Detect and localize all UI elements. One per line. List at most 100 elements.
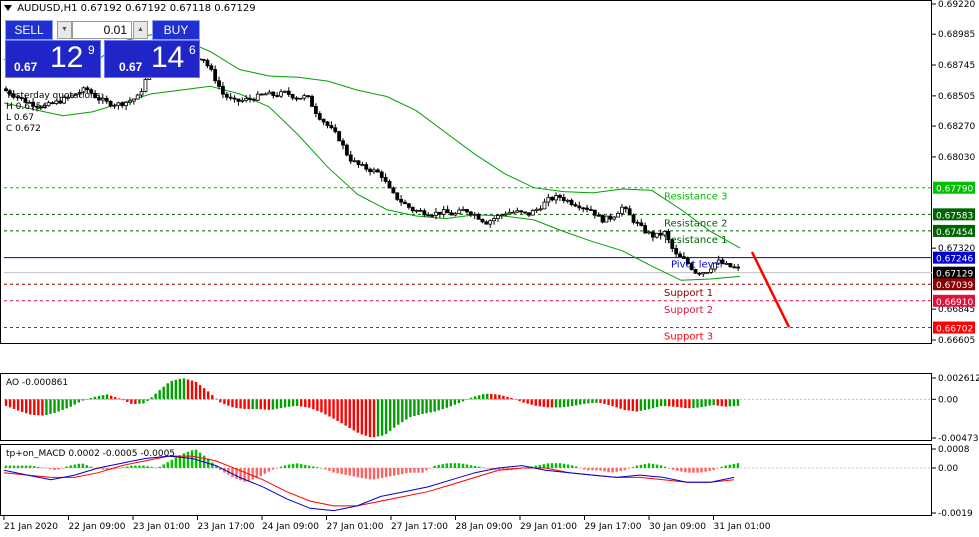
- ao-bar: [619, 399, 622, 409]
- ao-bar: [724, 399, 728, 407]
- candle-body: [325, 121, 330, 126]
- ao-bar: [635, 399, 639, 412]
- y-tick-label: 0.68505: [938, 92, 975, 102]
- macd-hist-bar: [97, 467, 101, 469]
- macd-hist-bar: [20, 465, 24, 468]
- macd-tick-label: 0.00: [938, 464, 958, 474]
- buy-button[interactable]: BUY: [152, 20, 200, 40]
- macd-hist-bar: [619, 467, 622, 472]
- candle-body: [596, 214, 601, 217]
- macd-hist-bar: [696, 467, 699, 473]
- x-tick-label: 29 Jan 01:00: [520, 522, 577, 532]
- macd-hist-bar: [603, 467, 606, 472]
- candle-body: [294, 97, 299, 100]
- candle-body: [252, 98, 256, 101]
- macd-hist-bar: [595, 467, 598, 471]
- ao-bar: [275, 399, 279, 409]
- macd-hist-bar: [300, 464, 303, 468]
- lot-increase-button[interactable]: ▲: [133, 21, 148, 39]
- ao-bar: [728, 399, 732, 407]
- ao-bar: [247, 399, 250, 410]
- level-value: 0.67039: [936, 281, 973, 291]
- candle-body: [681, 256, 686, 259]
- candle-body: [108, 100, 113, 107]
- ao-panel[interactable]: [0, 373, 932, 441]
- macd-hist-bar: [142, 465, 145, 468]
- ao-bar: [194, 381, 198, 400]
- ao-bar: [676, 399, 679, 407]
- macd-label: tp+on_MACD 0.0002 -0.0005 -0.0005: [6, 449, 176, 459]
- lot-size-input[interactable]: 0.01: [72, 21, 132, 39]
- ao-bar: [255, 399, 258, 410]
- x-tick-label: 24 Jan 09:00: [262, 522, 319, 532]
- ao-bar: [25, 399, 28, 414]
- macd-hist-bar: [328, 467, 331, 471]
- macd-hist-bar: [178, 455, 182, 468]
- macd-hist-bar: [356, 467, 360, 478]
- candle-body: [329, 125, 334, 129]
- candle-body: [321, 118, 326, 123]
- candle-body: [670, 239, 675, 249]
- ao-bar: [437, 399, 440, 411]
- ao-bar: [231, 399, 234, 408]
- candle-body: [232, 97, 237, 100]
- candle-body: [255, 93, 260, 101]
- ao-bar: [182, 378, 186, 400]
- macd-tick-label: 0.0008: [938, 445, 970, 455]
- candle-body: [627, 208, 632, 216]
- candle-body: [511, 211, 516, 214]
- ao-bar: [445, 399, 448, 408]
- macd-chart[interactable]: 0.0008 0.00 -0.0019: [0, 443, 979, 517]
- macd-hist-bar: [190, 450, 194, 468]
- candle-body: [724, 263, 729, 265]
- candle-body: [298, 97, 303, 100]
- ao-bar: [20, 399, 24, 412]
- sell-price-box[interactable]: 0.67 12 9: [5, 40, 101, 78]
- ao-bar: [263, 399, 267, 410]
- macd-hist-bar: [324, 467, 327, 470]
- candle-body: [534, 208, 539, 211]
- macd-hist-bar: [477, 466, 481, 468]
- candle-body: [42, 105, 47, 108]
- lot-decrease-button[interactable]: ▼: [57, 21, 72, 39]
- macd-hist-bar: [704, 467, 707, 472]
- ao-bar: [283, 399, 287, 408]
- candle-body: [352, 160, 357, 163]
- candle-body: [732, 266, 737, 269]
- candle-body: [35, 105, 39, 108]
- ao-bar: [587, 399, 590, 404]
- ao-bar: [631, 399, 635, 412]
- buy-price-box[interactable]: 0.67 14 6: [104, 40, 200, 78]
- macd-hist-bar: [534, 465, 537, 468]
- candle-body: [465, 209, 469, 213]
- ao-bar: [352, 399, 355, 431]
- macd-hist-bar: [498, 467, 501, 471]
- macd-hist-bar: [235, 467, 238, 479]
- candle-body: [654, 232, 659, 238]
- ao-bar: [267, 399, 271, 410]
- level-value: 0.66910: [936, 298, 973, 308]
- macd-hist-bar: [635, 465, 639, 468]
- ao-bar: [348, 399, 351, 429]
- ao-chart[interactable]: 0.002612 0.00 -0.004738: [0, 372, 979, 442]
- ao-bar: [61, 399, 64, 411]
- ao-bar: [603, 399, 606, 404]
- one-click-trading-panel: SELL ▼ 0.01 ▲ BUY 0.67 12 9 0.67 14 6: [5, 20, 200, 78]
- ao-bar: [716, 399, 719, 406]
- macd-hist-bar: [61, 467, 64, 469]
- level-badge: [933, 278, 975, 291]
- sell-button[interactable]: SELL: [5, 20, 53, 40]
- macd-hist-bar: [672, 467, 675, 470]
- candle-body: [499, 214, 504, 217]
- candle-body: [205, 59, 210, 67]
- ao-bar: [150, 397, 153, 400]
- ao-bar: [206, 391, 210, 400]
- candle-body: [77, 92, 82, 95]
- macd-hist-bar: [615, 467, 618, 472]
- macd-hist-bar: [639, 464, 643, 468]
- level-badge: [933, 266, 975, 279]
- candle-body: [15, 96, 20, 99]
- ao-bar: [688, 399, 691, 409]
- candle-body: [100, 97, 105, 101]
- ao-bar: [534, 399, 537, 406]
